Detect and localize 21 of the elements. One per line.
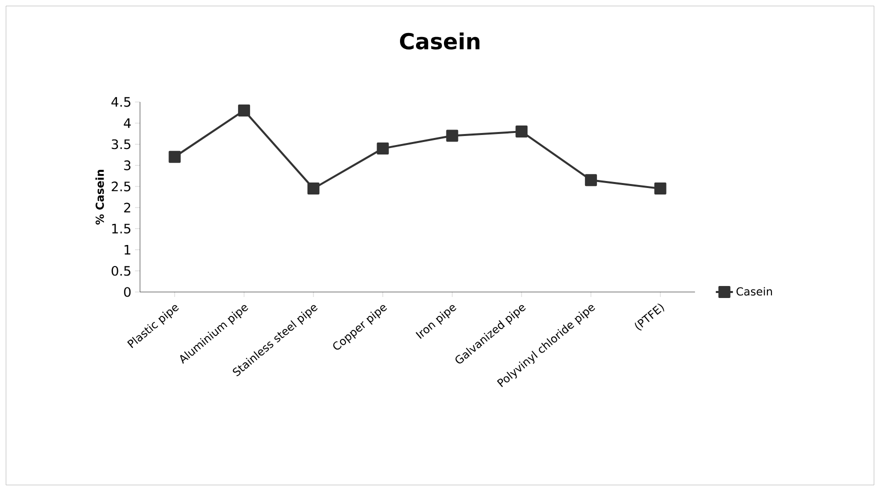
point bbox=[376, 142, 389, 154]
y-tick-label: 2 bbox=[124, 202, 130, 212]
y-tick-label: 1.5 bbox=[112, 224, 130, 234]
chart-title: Casein bbox=[400, 32, 480, 50]
y-axis-title: % Casein bbox=[95, 170, 104, 225]
point bbox=[654, 182, 666, 195]
point bbox=[446, 130, 458, 142]
y-tick-label: 3.5 bbox=[112, 139, 130, 150]
legend-label: Casein bbox=[736, 287, 772, 296]
y-tick-label: 3 bbox=[124, 160, 130, 170]
point bbox=[307, 182, 320, 195]
y-tick-label: 2.5 bbox=[112, 182, 130, 192]
y-tick-label: 0 bbox=[124, 287, 131, 297]
point bbox=[516, 126, 528, 138]
y-tick-label: 0.5 bbox=[112, 266, 130, 276]
y-tick-label: 4.5 bbox=[111, 97, 130, 107]
y-tick-label: 1 bbox=[124, 245, 130, 255]
point bbox=[584, 174, 597, 186]
y-tick-label: 4 bbox=[124, 118, 131, 128]
point bbox=[168, 150, 181, 163]
point bbox=[238, 104, 250, 116]
